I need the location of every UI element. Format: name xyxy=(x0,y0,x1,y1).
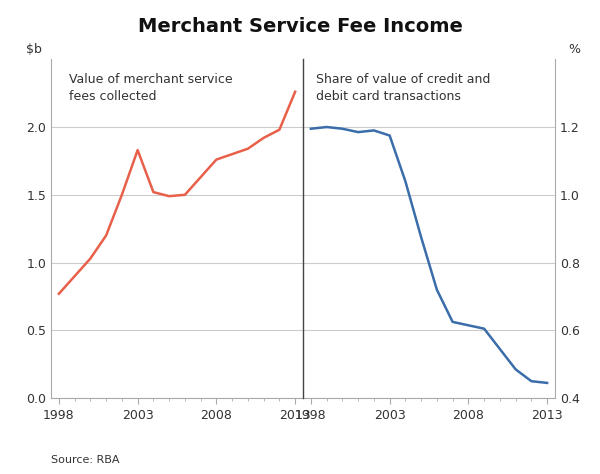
Text: Share of value of credit and
debit card transactions: Share of value of credit and debit card … xyxy=(316,73,490,103)
Text: Value of merchant service
fees collected: Value of merchant service fees collected xyxy=(68,73,232,103)
Text: Source: RBA: Source: RBA xyxy=(51,455,119,465)
Text: Merchant Service Fee Income: Merchant Service Fee Income xyxy=(137,17,463,36)
Text: $b: $b xyxy=(26,43,41,56)
Text: %: % xyxy=(568,43,580,56)
